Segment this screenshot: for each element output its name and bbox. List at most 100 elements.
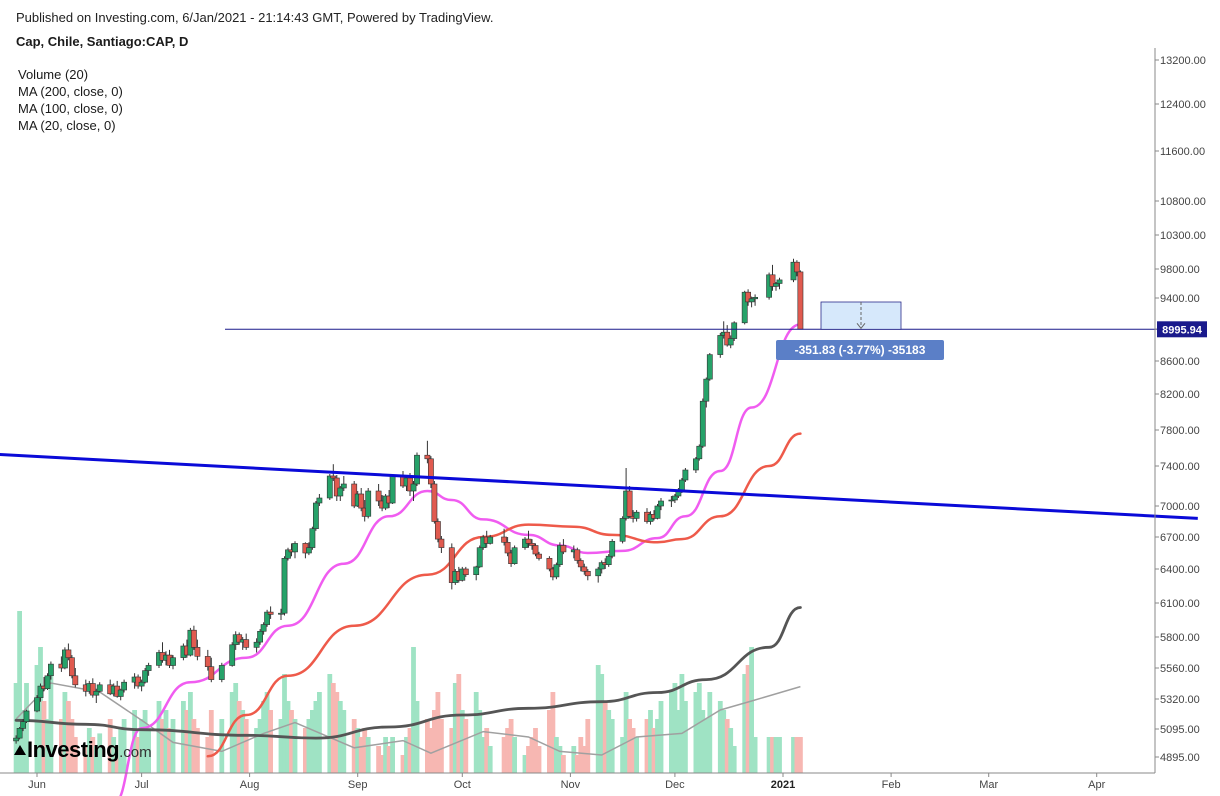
candle-body [414,454,420,485]
candle-body [462,568,469,575]
candle [574,547,581,564]
volume-bar [414,701,420,773]
last-price-tag-text: 8995.94 [1162,324,1203,336]
volume-bar [310,710,315,773]
volume-bar [327,674,333,773]
candle-body [229,644,236,666]
candle [145,662,152,676]
candle-body [577,560,584,568]
time-tick-label: Feb [882,779,901,791]
legend-ma100[interactable]: MA (100, close, 0) [18,101,123,116]
volume-bar [581,746,587,773]
volume-bar [724,719,730,773]
volume-bar [240,710,246,773]
volume-bar [526,746,531,773]
volume-bar [651,728,657,773]
candle [745,289,751,306]
price-tick-label: 7000.00 [1160,501,1200,513]
candle-body [487,536,494,544]
candle [438,536,445,553]
candle-body [633,511,640,519]
price-tick-label: 6700.00 [1160,532,1200,544]
volume-bar [351,719,357,773]
volume-bar [484,728,490,773]
legend-volume[interactable]: Volume (20) [18,67,89,82]
candle [427,456,434,488]
candle-body [752,296,758,300]
price-tick-label: 5800.00 [1160,632,1200,644]
volume-bar [379,755,385,773]
candle-body [410,483,417,492]
volume-bar [554,737,559,773]
candle-body [584,570,591,577]
candle [218,662,225,683]
volume-bar [282,674,287,773]
candle [121,679,127,693]
time-tick-label: Jun [28,779,46,791]
symbol-title: Cap, Chile, Santiago:CAP, D [16,34,189,49]
candle [692,457,699,473]
candle-body [61,649,68,669]
candle [671,494,678,503]
candle [309,526,316,550]
candle [536,551,542,561]
volume-bar [62,692,68,773]
candle-body [37,685,44,698]
volume-bar [362,728,368,773]
legend-ma20[interactable]: MA (20, close, 0) [18,118,116,133]
volume-bar [655,719,660,773]
volume-bar [341,710,347,773]
candle [431,481,438,524]
candle-body [292,543,298,553]
candle [365,488,372,519]
candle-body [473,566,480,576]
volume-bar [703,719,709,773]
candle-body [574,549,581,561]
candle [619,516,626,544]
volume-bar [13,683,19,773]
volume-bar [766,737,772,773]
candle-body [706,354,713,380]
volume-bar [745,665,751,773]
volume-bar [355,728,361,773]
candle [253,638,260,653]
price-tick-label: 5095.00 [1160,724,1200,736]
candle-body [525,538,532,544]
volume-bar [717,701,723,773]
legend-ma200[interactable]: MA (200, close, 0) [18,84,123,99]
candle-body [316,497,323,504]
volume-bar [571,746,577,773]
volume-bar [752,737,758,773]
volume-bar [627,719,632,773]
time-tick-label: Oct [454,779,471,791]
volume-bar [383,737,388,773]
volume-bar [777,737,782,773]
volume-bar [432,710,437,773]
time-tick-label: Jul [135,779,149,791]
candle [581,563,588,575]
candle-body [595,568,602,577]
volume-bar [480,737,486,773]
candle-body [257,630,263,643]
candle-body [260,624,267,632]
candle [773,282,779,291]
candle-body [375,490,382,502]
candle [769,264,776,291]
volume-bar [407,728,413,773]
candle [626,486,633,519]
volume-bar [93,746,99,773]
volume-bar [487,746,493,773]
candle-body [65,649,72,659]
volume-bar [508,719,514,773]
volume-bar [142,710,148,773]
candle [229,642,236,667]
volume-bar [41,701,47,773]
volume-bar [358,737,364,773]
price-tick-label: 8600.00 [1160,356,1200,368]
candle [598,560,605,574]
volume-bar [17,611,22,773]
candle [316,494,323,506]
investing-logo: Investing.com [14,737,152,763]
volume-bar [557,746,563,773]
